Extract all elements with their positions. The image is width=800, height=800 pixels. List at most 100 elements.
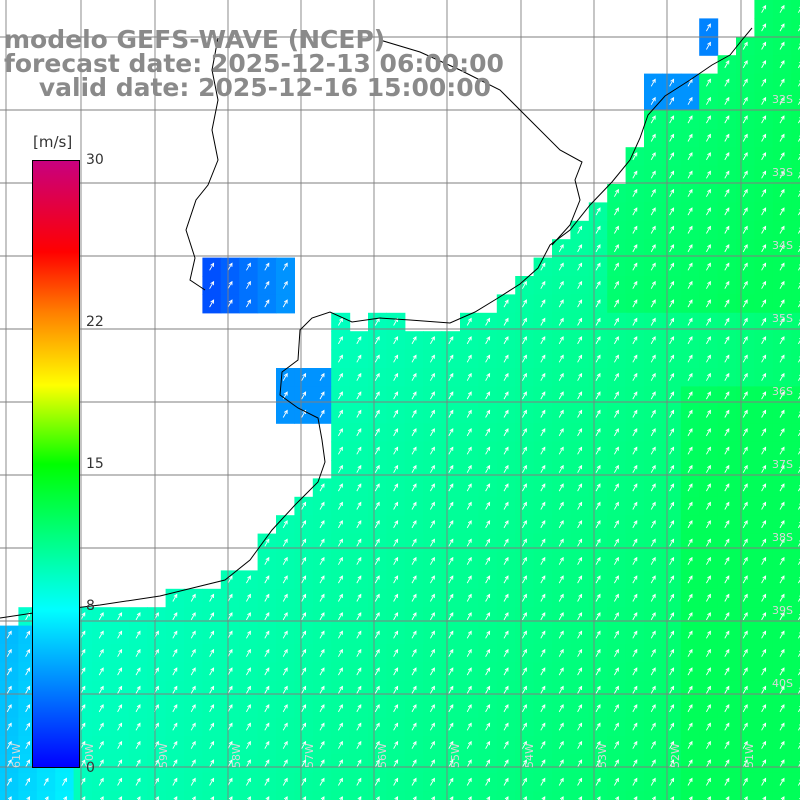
wind-arrow bbox=[338, 483, 343, 492]
wind-cell bbox=[791, 699, 800, 719]
wind-arrow bbox=[282, 704, 288, 713]
wind-arrow bbox=[742, 593, 748, 602]
wind-arrow bbox=[762, 796, 767, 800]
wind-arrow bbox=[338, 336, 343, 345]
wind-arrow bbox=[761, 262, 767, 271]
wind-arrow bbox=[558, 612, 564, 621]
wind-arrow bbox=[761, 391, 767, 400]
wind-arrow bbox=[742, 262, 748, 271]
wind-arrow bbox=[155, 796, 159, 800]
wind-arrow bbox=[190, 648, 196, 657]
wind-arrow bbox=[742, 759, 748, 768]
wind-arrow bbox=[687, 630, 693, 639]
wind-arrow bbox=[706, 317, 711, 326]
wind-arrow bbox=[411, 372, 417, 381]
wind-arrow bbox=[246, 685, 251, 694]
wind-arrow bbox=[706, 501, 711, 510]
wind-arrow bbox=[485, 575, 491, 584]
wind-arrow bbox=[687, 317, 693, 326]
wind-arrow bbox=[706, 170, 711, 179]
wind-arrow bbox=[558, 593, 564, 602]
wind-arrow bbox=[393, 336, 399, 345]
wind-arrow bbox=[227, 648, 233, 657]
wind-arrow bbox=[724, 648, 730, 657]
wind-cell bbox=[772, 791, 792, 800]
wind-arrow bbox=[540, 483, 546, 492]
wind-arrow bbox=[632, 262, 638, 271]
wind-arrow bbox=[687, 501, 693, 510]
wind-arrow bbox=[724, 170, 730, 179]
wind-cell bbox=[791, 736, 800, 755]
wind-arrow bbox=[650, 464, 656, 473]
wind-arrow bbox=[540, 593, 546, 602]
wind-arrow bbox=[356, 483, 362, 492]
wind-arrow bbox=[374, 446, 380, 455]
wind-arrow bbox=[632, 244, 638, 253]
wind-cell bbox=[552, 791, 571, 800]
wind-arrow bbox=[522, 520, 527, 529]
wind-arrow bbox=[264, 630, 270, 639]
wind-arrow bbox=[503, 520, 509, 529]
wind-arrow bbox=[522, 483, 527, 492]
wind-arrow bbox=[632, 704, 638, 713]
wind-arrow bbox=[798, 540, 800, 547]
wind-arrow bbox=[448, 612, 454, 621]
wind-arrow bbox=[190, 759, 196, 768]
wind-arrow bbox=[632, 391, 638, 400]
wind-arrow bbox=[724, 630, 730, 639]
wind-cell bbox=[644, 791, 663, 800]
wind-arrow bbox=[761, 446, 767, 455]
wind-cell bbox=[36, 791, 56, 800]
wind-cell bbox=[460, 791, 479, 800]
wind-arrow bbox=[798, 337, 800, 345]
wind-arrow bbox=[687, 648, 693, 657]
wind-arrow bbox=[724, 317, 730, 326]
wind-arrow bbox=[724, 409, 730, 418]
wind-arrow bbox=[577, 538, 583, 547]
wind-arrow bbox=[798, 466, 800, 473]
wind-arrow bbox=[798, 43, 800, 50]
wind-arrow bbox=[430, 501, 435, 510]
wind-arrow bbox=[117, 648, 123, 657]
wind-arrow bbox=[485, 354, 491, 363]
wind-arrow bbox=[356, 667, 362, 676]
wind-cell bbox=[791, 404, 800, 424]
wind-arrow bbox=[706, 483, 711, 492]
wind-arrow bbox=[687, 593, 693, 602]
wind-arrow bbox=[706, 391, 711, 400]
wind-arrow bbox=[301, 740, 307, 749]
wind-cell bbox=[791, 496, 800, 516]
wind-arrow bbox=[282, 409, 288, 418]
wind-cell bbox=[791, 772, 800, 792]
wind-arrow bbox=[779, 372, 785, 381]
wind-arrow bbox=[614, 464, 619, 473]
wind-arrow bbox=[687, 152, 693, 161]
wind-arrow bbox=[614, 722, 619, 731]
wind-arrow bbox=[172, 759, 178, 768]
wind-arrow bbox=[761, 520, 767, 529]
wind-arrow bbox=[448, 538, 454, 547]
wind-cell bbox=[791, 460, 800, 479]
wind-arrow bbox=[669, 391, 675, 400]
wind-arrow bbox=[650, 740, 656, 749]
wind-arrow bbox=[485, 704, 491, 713]
wind-arrow bbox=[632, 501, 638, 510]
wind-arrow bbox=[374, 483, 380, 492]
wind-arrow bbox=[466, 520, 472, 529]
border-line bbox=[185, 37, 219, 291]
wind-arrow bbox=[650, 446, 656, 455]
wind-arrow bbox=[632, 483, 638, 492]
wind-cell bbox=[791, 423, 800, 443]
wind-arrow bbox=[301, 612, 307, 621]
wind-arrow bbox=[430, 538, 435, 547]
wind-arrow bbox=[227, 685, 233, 694]
wind-arrow bbox=[724, 188, 730, 197]
wind-arrow bbox=[356, 336, 362, 345]
wind-arrow bbox=[779, 648, 785, 657]
wind-arrow bbox=[522, 556, 527, 565]
wind-arrow bbox=[798, 558, 800, 565]
wind-arrow bbox=[669, 372, 675, 381]
wind-arrow bbox=[779, 464, 785, 473]
wind-arrow bbox=[356, 685, 362, 694]
